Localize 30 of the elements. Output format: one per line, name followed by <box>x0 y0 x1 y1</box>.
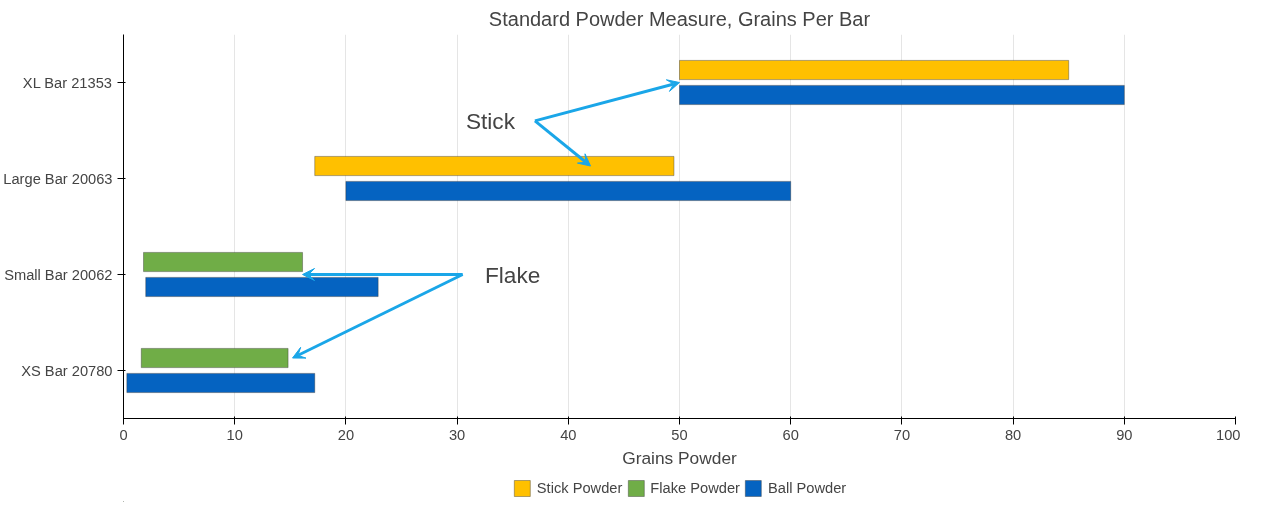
bar <box>314 155 675 177</box>
legend-label: Stick Powder <box>536 480 623 496</box>
x-tick-label: 30 <box>448 426 466 443</box>
x-tick-label: 20 <box>337 426 355 443</box>
bar <box>345 180 792 202</box>
bar <box>145 276 379 298</box>
y-tick-label: XS Bar 20780 <box>21 362 113 379</box>
bar <box>140 347 289 369</box>
x-tick-label: 70 <box>893 426 911 443</box>
bar <box>143 251 304 273</box>
bar <box>126 372 316 394</box>
x-tick-label: 80 <box>1004 426 1022 443</box>
legend-label: Ball Powder <box>767 480 847 496</box>
x-tick-label: 100 <box>1216 426 1241 443</box>
y-tick-label: Large Bar 20063 <box>3 170 113 187</box>
y-tick-label: Small Bar 20062 <box>4 266 113 283</box>
chart-title: Standard Powder Measure, Grains Per Bar <box>488 7 871 30</box>
annotation: Flake <box>485 261 541 288</box>
x-tick-label: 40 <box>560 426 577 443</box>
x-tick-label: 50 <box>671 426 688 443</box>
x-tick-label: 60 <box>782 426 799 443</box>
bar <box>679 59 1070 81</box>
x-tick-label: 0 <box>119 426 128 443</box>
x-tick-label: 10 <box>226 426 243 443</box>
annotation: Stick <box>465 107 516 134</box>
x-tick-label: 90 <box>1116 426 1133 443</box>
x-axis-title: Grains Powder <box>622 447 738 468</box>
y-tick-label: XL Bar 21353 <box>22 74 112 91</box>
legend-label: Flake Powder <box>650 480 740 496</box>
bar <box>679 84 1125 106</box>
